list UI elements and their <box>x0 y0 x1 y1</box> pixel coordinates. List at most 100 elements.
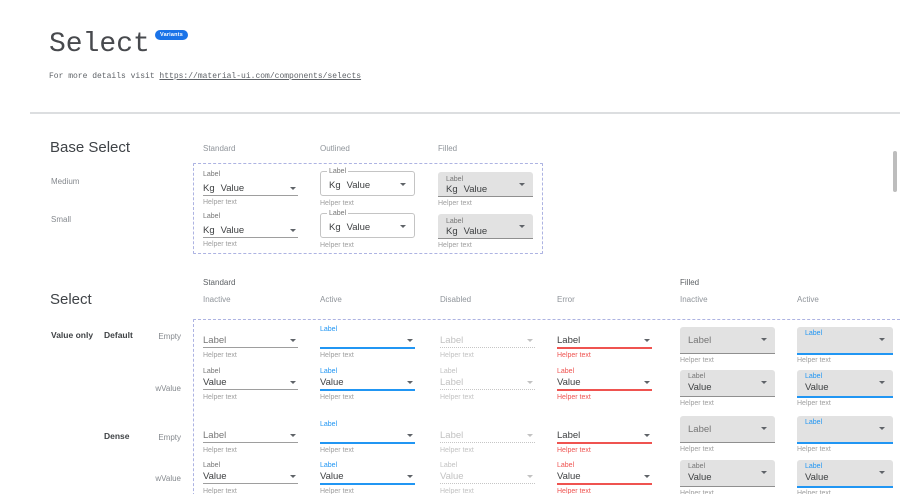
select-label: Label <box>440 368 458 375</box>
select-value-text: Value <box>463 184 488 195</box>
base-select-standard-small[interactable]: Label Kg Value Helper text <box>203 213 298 253</box>
base-select-filled-small[interactable]: Label Kg Value Helper text <box>438 213 533 257</box>
helper-text: Helper text <box>203 199 237 206</box>
select-filled-box: Label <box>797 416 893 444</box>
select-label: Label <box>440 462 458 469</box>
select-standard-error-wvalue[interactable]: Label Value Helper text <box>557 462 652 494</box>
select-filled-active-empty[interactable]: Label Helper text <box>797 416 893 460</box>
dropdown-arrow-icon <box>527 434 533 437</box>
select-value: Label <box>440 377 464 388</box>
select-filled-inactive-empty[interactable]: Label Helper text <box>680 327 775 371</box>
base-select-standard-medium[interactable]: Label Kg Value Helper text <box>203 171 298 211</box>
select-filled-box: Label Kg Value <box>438 172 533 197</box>
column-header-standard: Standard <box>203 144 236 153</box>
select-outlined-box: Label Kg Value <box>320 210 415 238</box>
select-filled-box: Label <box>680 327 775 354</box>
helper-text: Helper text <box>557 488 591 494</box>
dropdown-arrow-icon <box>290 339 296 342</box>
variants-badge[interactable]: Variants <box>155 30 189 40</box>
select-filled-inactive-empty[interactable]: Label Helper text <box>680 416 775 460</box>
group-header-filled: Filled <box>680 278 700 287</box>
helper-text: Helper text <box>797 357 831 364</box>
select-adornment: Kg <box>329 180 341 191</box>
select-filled-box: Label <box>680 416 775 443</box>
select-underline <box>320 483 415 485</box>
intro-link[interactable]: https://material-ui.com/components/selec… <box>159 72 362 81</box>
divider <box>30 112 900 114</box>
row-variant-label: wValue <box>155 474 181 483</box>
intro-text: For more details visit https://material-… <box>49 72 361 82</box>
select-value: Label <box>440 335 464 346</box>
select-value-text: Value <box>346 222 371 233</box>
select-filled-box: Label Value <box>797 370 893 398</box>
select-value: Value <box>320 471 344 482</box>
base-select-outlined-medium[interactable]: Label Kg Value Helper text <box>320 168 415 211</box>
helper-text: Helper text <box>203 447 237 454</box>
select-standard-active-wvalue[interactable]: Label Value Helper text <box>320 462 415 494</box>
select-value-text: Value <box>220 225 245 236</box>
select-value: Label <box>203 335 227 346</box>
select-label: Label <box>320 368 338 375</box>
scrollbar-thumb[interactable] <box>893 151 897 192</box>
select-value: Value <box>688 472 712 483</box>
select-filled-box: Label <box>797 327 893 355</box>
select-standard-active-wvalue[interactable]: Label Value Helper text <box>320 368 415 408</box>
base-select-filled-medium[interactable]: Label Kg Value Helper text <box>438 171 533 215</box>
select-underline <box>440 483 535 484</box>
dropdown-arrow-icon <box>400 225 406 228</box>
dropdown-arrow-icon <box>400 183 406 186</box>
select-value: Value <box>440 471 464 482</box>
select-adornment: Kg <box>446 226 458 237</box>
helper-text: Helper text <box>440 488 474 494</box>
select-standard-error-empty[interactable]: Label Helper text <box>557 421 652 461</box>
select-filled-box: Label Value <box>680 460 775 487</box>
select-standard-disabled-empty[interactable]: Label Helper text <box>440 326 535 366</box>
select-standard-inactive-empty[interactable]: Label Helper text <box>203 421 298 461</box>
helper-text: Helper text <box>320 352 354 359</box>
row-header-small: Small <box>51 215 72 224</box>
select-standard-disabled-wvalue[interactable]: Label Label Helper text <box>440 368 535 408</box>
dropdown-arrow-icon <box>527 381 533 384</box>
select-standard-active-empty[interactable]: Label Helper text <box>320 326 415 366</box>
base-select-outlined-small[interactable]: Label Kg Value Helper text <box>320 210 415 253</box>
select-label: Label <box>203 213 221 220</box>
select-underline <box>557 483 652 485</box>
dropdown-arrow-icon <box>879 381 885 384</box>
select-underline <box>203 195 298 196</box>
select-label: Label <box>203 462 221 469</box>
select-standard-active-empty[interactable]: Label Helper text <box>320 421 415 461</box>
dropdown-arrow-icon <box>519 225 525 228</box>
dropdown-arrow-icon <box>644 339 650 342</box>
select-standard-disabled-empty[interactable]: Label Helper text <box>440 421 535 461</box>
select-label: Label <box>203 171 221 178</box>
select-filled-inactive-wvalue[interactable]: Label Value Helper text <box>680 460 775 494</box>
select-standard-error-empty[interactable]: Label Helper text <box>557 326 652 366</box>
dropdown-arrow-icon <box>761 381 767 384</box>
state-header-filled-active: Active <box>797 295 819 304</box>
select-adornment: Kg <box>329 222 341 233</box>
state-header-error: Error <box>557 295 575 304</box>
select-heading: Select <box>50 291 92 308</box>
select-label: Label <box>805 373 823 380</box>
select-filled-active-empty[interactable]: Label Helper text <box>797 327 893 371</box>
select-filled-active-wvalue[interactable]: Label Value Helper text <box>797 370 893 414</box>
dropdown-arrow-icon <box>644 434 650 437</box>
select-filled-box: Label Value <box>680 370 775 397</box>
select-value: Kg Value <box>329 180 370 191</box>
select-underline <box>557 347 652 349</box>
select-standard-inactive-empty[interactable]: Label Helper text <box>203 326 298 366</box>
select-outlined-box: Label Kg Value <box>320 168 415 196</box>
row-header-medium: Medium <box>51 177 80 186</box>
select-standard-inactive-wvalue[interactable]: Label Value Helper text <box>203 368 298 408</box>
helper-text: Helper text <box>680 490 714 494</box>
select-label: Label <box>446 176 464 183</box>
select-value: Label <box>440 430 464 441</box>
select-value: Value <box>688 382 712 393</box>
row-variant-label: Empty <box>158 433 181 442</box>
select-standard-error-wvalue[interactable]: Label Value Helper text <box>557 368 652 408</box>
select-filled-inactive-wvalue[interactable]: Label Value Helper text <box>680 370 775 414</box>
select-filled-active-wvalue[interactable]: Label Value Helper text <box>797 460 893 494</box>
select-label: Label <box>557 368 575 375</box>
select-standard-inactive-wvalue[interactable]: Label Value Helper text <box>203 462 298 494</box>
select-standard-disabled-wvalue[interactable]: Label Value Helper text <box>440 462 535 494</box>
